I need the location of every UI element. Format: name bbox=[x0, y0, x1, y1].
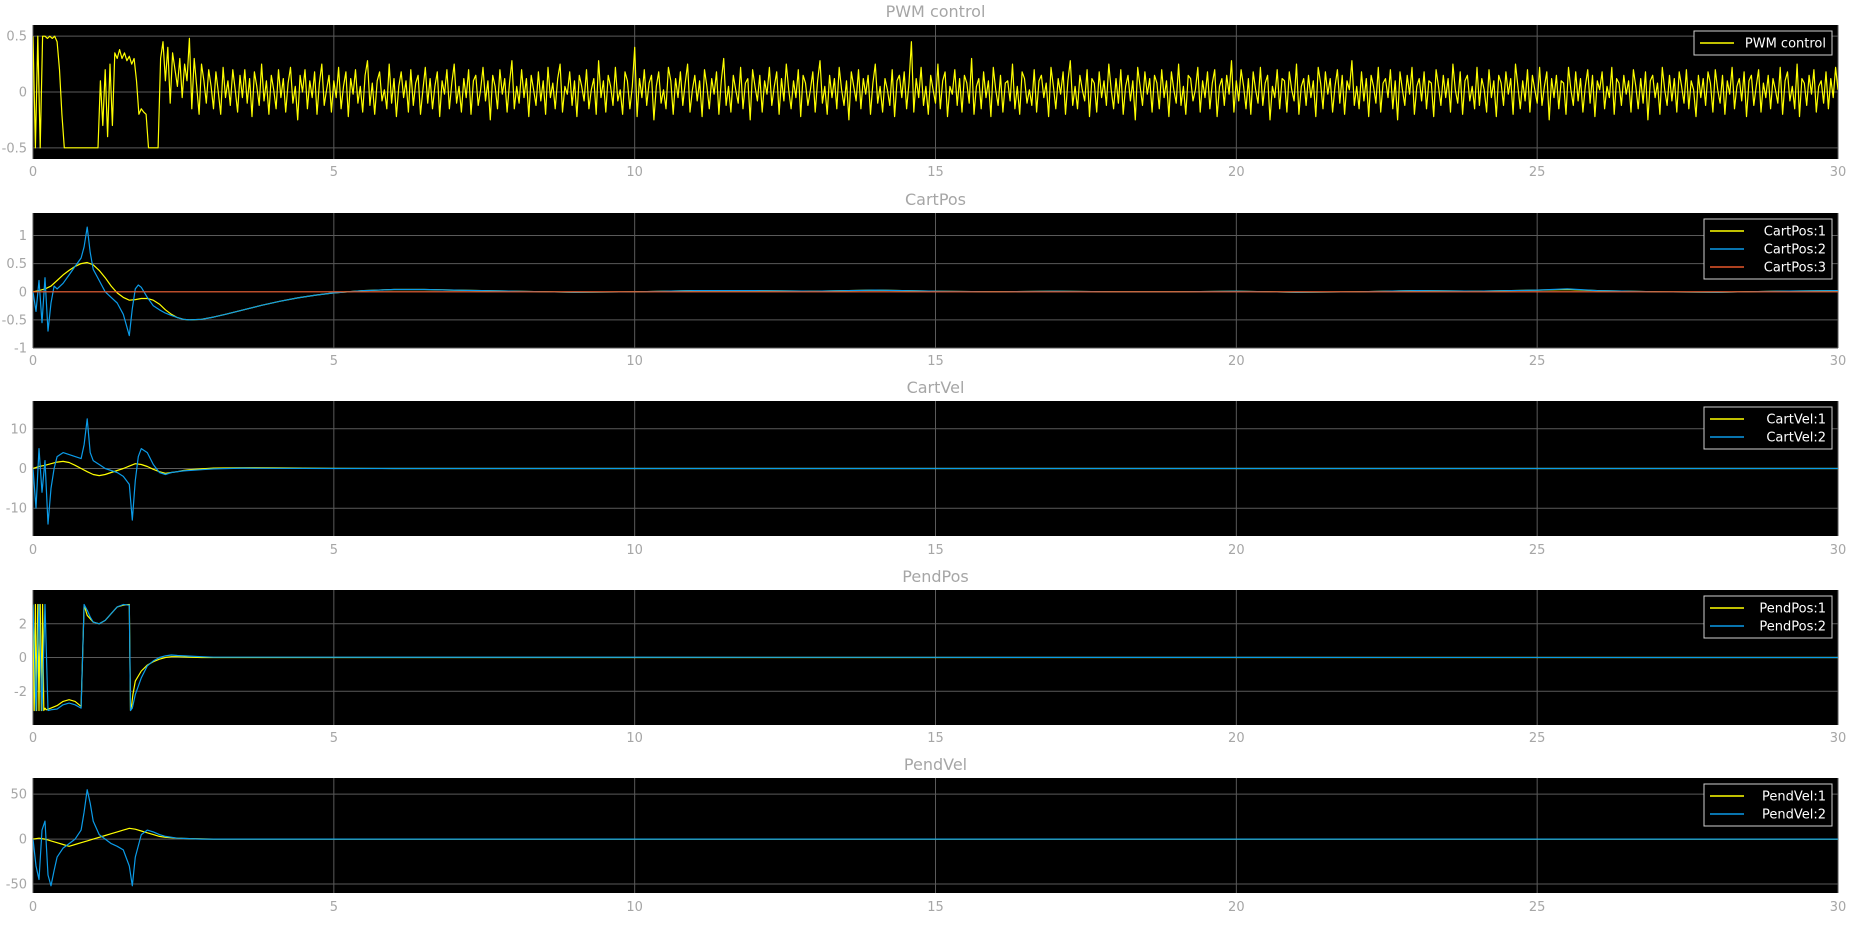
legend: PendVel:1 PendVel:2 bbox=[1703, 783, 1833, 827]
x-tick-label: 10 bbox=[626, 731, 643, 746]
x-tick-label: 25 bbox=[1529, 165, 1546, 180]
x-tick-label: 15 bbox=[927, 900, 944, 915]
y-tick-label: 2 bbox=[19, 617, 27, 632]
y-tick-label: -1 bbox=[14, 342, 27, 357]
series-group bbox=[33, 35, 1838, 149]
x-tick-label: 20 bbox=[1228, 354, 1245, 369]
legend-entry: CartPos:2 bbox=[1764, 243, 1826, 258]
series-group bbox=[33, 603, 1838, 712]
legend-entry: PWM control bbox=[1745, 37, 1826, 52]
x-tick-label: 5 bbox=[330, 165, 338, 180]
x-tick-label: 20 bbox=[1228, 543, 1245, 558]
series-group bbox=[33, 418, 1838, 525]
y-tick-label: 0.5 bbox=[6, 30, 27, 45]
series-group bbox=[33, 226, 1838, 337]
x-tick-label: 15 bbox=[927, 354, 944, 369]
legend-entry: PendPos:2 bbox=[1759, 620, 1826, 635]
y-tick-label: 1 bbox=[19, 229, 27, 244]
legend-box bbox=[1703, 783, 1833, 827]
legend: CartVel:1 CartVel:2 bbox=[1703, 406, 1833, 450]
series-group bbox=[33, 789, 1838, 887]
y-tick-label: 0 bbox=[19, 285, 27, 300]
panel-title: CartPos bbox=[905, 190, 966, 209]
x-tick-label: 20 bbox=[1228, 731, 1245, 746]
legend: PWM control bbox=[1693, 30, 1833, 56]
panel-title: CartVel bbox=[907, 378, 965, 397]
x-tick-label: 15 bbox=[927, 543, 944, 558]
legend-entry: PendVel:2 bbox=[1762, 808, 1826, 823]
panel-title: PendPos bbox=[902, 567, 968, 586]
x-tick-label: 10 bbox=[626, 354, 643, 369]
x-tick-label: 0 bbox=[29, 165, 37, 180]
y-tick-label: -10 bbox=[6, 502, 27, 517]
y-tick-label: 10 bbox=[10, 422, 27, 437]
x-tick-label: 5 bbox=[330, 900, 338, 915]
legend-entry: CartVel:2 bbox=[1766, 431, 1826, 446]
legend-entry: CartPos:1 bbox=[1764, 225, 1826, 240]
x-tick-label: 30 bbox=[1830, 900, 1847, 915]
series-line-pendvel-2 bbox=[33, 789, 1838, 887]
y-tick-label: -50 bbox=[6, 878, 27, 893]
x-tick-label: 30 bbox=[1830, 165, 1847, 180]
x-tick-label: 5 bbox=[330, 543, 338, 558]
legend-box bbox=[1703, 406, 1833, 450]
series-line-pwm-control bbox=[33, 35, 1838, 149]
x-tick-label: 10 bbox=[626, 165, 643, 180]
series-line-pendpos-2 bbox=[33, 603, 1838, 712]
y-tick-label: 0 bbox=[19, 462, 27, 477]
x-tick-label: 25 bbox=[1529, 354, 1546, 369]
legend-entry: CartPos:3 bbox=[1764, 261, 1826, 276]
legend-box bbox=[1703, 595, 1833, 639]
x-tick-label: 25 bbox=[1529, 900, 1546, 915]
y-tick-label: 0 bbox=[19, 651, 27, 666]
x-tick-label: 20 bbox=[1228, 900, 1245, 915]
x-tick-label: 30 bbox=[1830, 354, 1847, 369]
y-tick-label: 0 bbox=[19, 833, 27, 848]
x-tick-label: 0 bbox=[29, 900, 37, 915]
x-tick-label: 30 bbox=[1830, 731, 1847, 746]
x-tick-label: 10 bbox=[626, 543, 643, 558]
y-tick-label: -2 bbox=[14, 685, 27, 700]
x-tick-label: 20 bbox=[1228, 165, 1245, 180]
legend-entry: CartVel:1 bbox=[1766, 413, 1826, 428]
y-tick-label: 0.5 bbox=[6, 257, 27, 272]
y-tick-label: 0 bbox=[19, 86, 27, 101]
x-tick-label: 5 bbox=[330, 731, 338, 746]
x-tick-label: 30 bbox=[1830, 543, 1847, 558]
x-tick-label: 5 bbox=[330, 354, 338, 369]
x-tick-label: 0 bbox=[29, 354, 37, 369]
x-tick-label: 0 bbox=[29, 543, 37, 558]
legend: PendPos:1 PendPos:2 bbox=[1703, 595, 1833, 639]
panel-title: PendVel bbox=[904, 755, 967, 774]
y-tick-label: -0.5 bbox=[2, 141, 27, 156]
legend: CartPos:1 CartPos:2 CartPos:3 bbox=[1703, 218, 1833, 280]
x-tick-label: 0 bbox=[29, 731, 37, 746]
x-tick-label: 10 bbox=[626, 900, 643, 915]
y-tick-label: -0.5 bbox=[2, 313, 27, 328]
series-line-cartvel-2 bbox=[33, 418, 1838, 525]
legend-entry: PendVel:1 bbox=[1762, 790, 1826, 805]
y-tick-label: 50 bbox=[10, 788, 27, 803]
x-tick-label: 15 bbox=[927, 165, 944, 180]
x-tick-label: 25 bbox=[1529, 543, 1546, 558]
panel-title: PWM control bbox=[886, 2, 986, 21]
x-tick-label: 15 bbox=[927, 731, 944, 746]
legend-entry: PendPos:1 bbox=[1759, 602, 1826, 617]
x-tick-label: 25 bbox=[1529, 731, 1546, 746]
